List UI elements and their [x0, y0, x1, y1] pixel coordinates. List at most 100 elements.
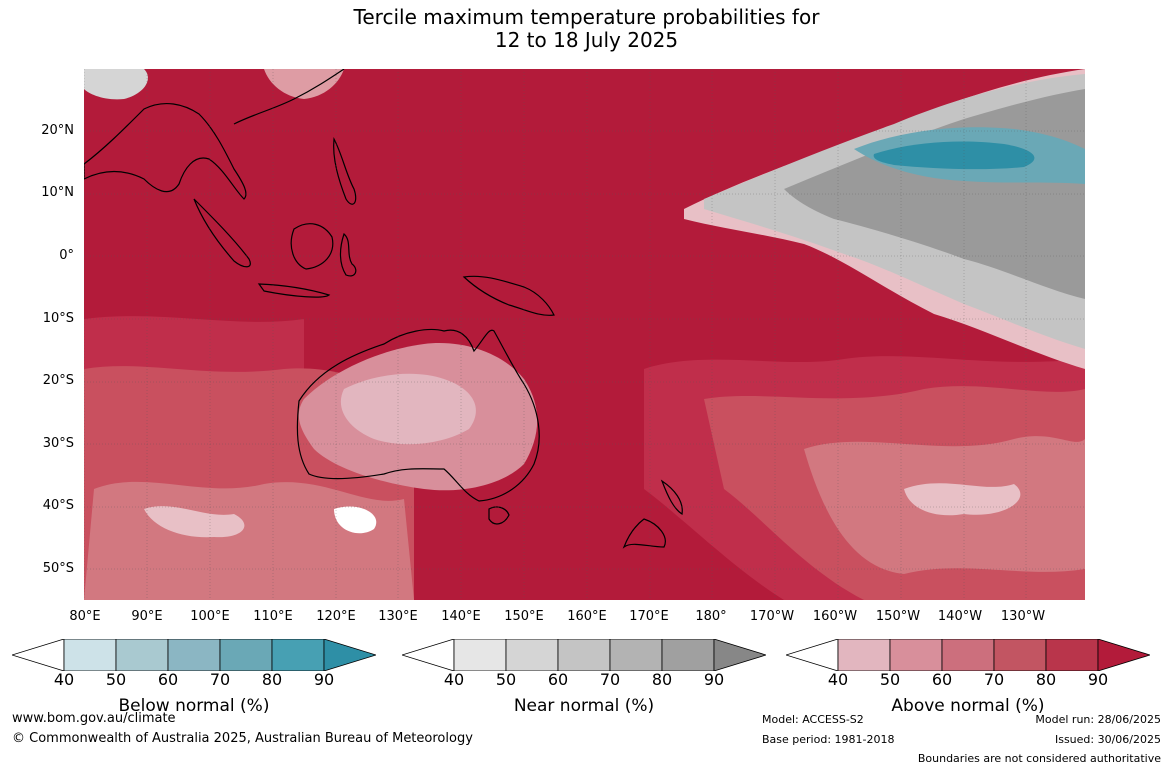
lat-label-20n: 20°N — [41, 123, 74, 138]
colorbar-near-tick-40: 40 — [443, 670, 465, 689]
colorbar-near-segment-60-70 — [557, 639, 611, 671]
colorbar-above-upper-extend — [1097, 639, 1150, 671]
region-above-50-asia — [264, 69, 344, 99]
philippines-coastline — [333, 136, 357, 205]
colorbar-above-tick-80: 80 — [1035, 670, 1057, 689]
model-name: Model: ACCESS-S2 — [762, 713, 864, 726]
colorbar-below-tick-40: 40 — [53, 670, 75, 689]
colorbar-near-segment-80-90 — [661, 639, 715, 671]
colorbar-below-lower-extend — [12, 639, 65, 671]
sumatra-coastline — [193, 198, 251, 268]
lon-label-120e: 120°E — [316, 609, 356, 624]
colorbar-near-segment-40-50 — [453, 639, 507, 671]
lat-label-20s: 20°S — [42, 373, 74, 388]
lat-label-30s: 30°S — [42, 436, 74, 451]
lon-label-90e: 90°E — [131, 609, 163, 624]
lon-label-160w: 160°W — [812, 609, 858, 624]
lon-label-180: 180° — [695, 609, 727, 624]
colorbar-near-lower-extend — [402, 639, 455, 671]
lon-label-150w: 150°W — [875, 609, 921, 624]
nz-north-island-coastline — [660, 479, 683, 515]
region-below-90 — [873, 141, 1035, 170]
lat-label-equator: 0° — [59, 248, 74, 263]
colorbar-above-tick-40: 40 — [827, 670, 849, 689]
website-link[interactable]: www.bom.gov.au/climate — [12, 711, 176, 726]
region-below-40-patch-1 — [334, 506, 377, 534]
colorbar-near-upper-extend — [713, 639, 766, 671]
colorbar-above-tick-90: 90 — [1087, 670, 1109, 689]
coastlines — [84, 69, 683, 549]
colorbar-above-segment-50-60 — [889, 639, 943, 671]
colorbar-below-tick-60: 60 — [157, 670, 179, 689]
model-run-date: Model run: 28/06/2025 — [1035, 713, 1161, 726]
copyright-text: © Commonwealth of Australia 2025, Austra… — [12, 731, 473, 746]
boundaries-disclaimer: Boundaries are not considered authoritat… — [917, 752, 1161, 765]
lat-label-10n: 10°N — [41, 185, 74, 200]
lat-label-50s: 50°S — [42, 561, 74, 576]
region-above-40-patch-1 — [144, 506, 245, 538]
colorbar-near-tick-50: 50 — [495, 670, 517, 689]
colorbar-near-tick-80: 80 — [651, 670, 673, 689]
issued-date: Issued: 30/06/2025 — [1054, 733, 1161, 746]
tasmania-coastline — [488, 506, 510, 525]
colorbar-below-segment-80-90 — [271, 639, 325, 671]
region-near-north-west — [84, 69, 148, 100]
colorbar-below-segment-50-60 — [115, 639, 169, 671]
lon-label-170w: 170°W — [749, 609, 795, 624]
colorbar-below-segment-70-80 — [219, 639, 273, 671]
colorbar-below-tick-70: 70 — [209, 670, 231, 689]
colorbar-below-segment-60-70 — [167, 639, 221, 671]
colorbar-above-normal — [786, 639, 1150, 671]
lon-label-160e: 160°E — [567, 609, 607, 624]
lon-label-110e: 110°E — [253, 609, 293, 624]
colorbar-below-segment-40-50 — [63, 639, 117, 671]
region-above-40-patch-2 — [904, 483, 1021, 516]
graticule — [84, 69, 1085, 600]
colorbar-below-label: Below normal (%) — [118, 696, 270, 716]
probability-map — [84, 69, 1085, 600]
region-above-60-southern-ocean — [84, 481, 414, 600]
lon-label-130w: 130°W — [1000, 609, 1046, 624]
lon-label-130e: 130°E — [378, 609, 418, 624]
colorbar-near-segment-50-60 — [505, 639, 559, 671]
china-coastline — [233, 69, 345, 125]
base-period: Base period: 1981-2018 — [762, 733, 895, 746]
colorbar-near-tick-70: 70 — [599, 670, 621, 689]
lon-label-100e: 100°E — [190, 609, 230, 624]
colorbar-above-segment-60-70 — [941, 639, 995, 671]
lon-label-140w: 140°W — [937, 609, 983, 624]
australia-coastline — [296, 328, 540, 502]
region-above-40-australia — [340, 373, 476, 445]
sulawesi-coastline — [339, 232, 357, 277]
colorbar-above-label: Above normal (%) — [891, 696, 1045, 716]
colorbar-near-label: Near normal (%) — [513, 696, 655, 716]
colorbar-below-tick-80: 80 — [261, 670, 283, 689]
colorbar-above-tick-60: 60 — [931, 670, 953, 689]
colorbar-above-segment-80-90 — [1045, 639, 1099, 671]
colorbar-near-normal — [402, 639, 766, 671]
colorbar-below-normal — [12, 639, 376, 671]
colorbar-above-tick-70: 70 — [983, 670, 1005, 689]
lon-label-140e: 140°E — [441, 609, 481, 624]
new-guinea-coastline — [462, 275, 555, 316]
lat-label-10s: 10°S — [42, 311, 74, 326]
map-title-line-2: 12 to 18 July 2025 — [494, 28, 679, 52]
colorbar-below-tick-50: 50 — [105, 670, 127, 689]
borneo-coastline — [290, 223, 334, 270]
colorbar-below-upper-extend — [323, 639, 376, 671]
lat-label-40s: 40°S — [42, 498, 74, 513]
colorbar-near-segment-70-80 — [609, 639, 663, 671]
java-coastline — [257, 283, 331, 298]
lon-label-170e: 170°E — [629, 609, 669, 624]
lon-label-80e: 80°E — [69, 609, 101, 624]
colorbar-near-tick-90: 90 — [703, 670, 725, 689]
map-title-line-1: Tercile maximum temperature probabilitie… — [353, 5, 820, 29]
colorbar-above-segment-40-50 — [837, 639, 891, 671]
colorbar-above-tick-50: 50 — [879, 670, 901, 689]
colorbar-above-segment-70-80 — [993, 639, 1047, 671]
colorbar-near-tick-60: 60 — [547, 670, 569, 689]
colorbar-below-tick-90: 90 — [313, 670, 335, 689]
colorbar-above-lower-extend — [786, 639, 839, 671]
lon-label-150e: 150°E — [504, 609, 544, 624]
se-asia-coastline — [84, 102, 247, 200]
